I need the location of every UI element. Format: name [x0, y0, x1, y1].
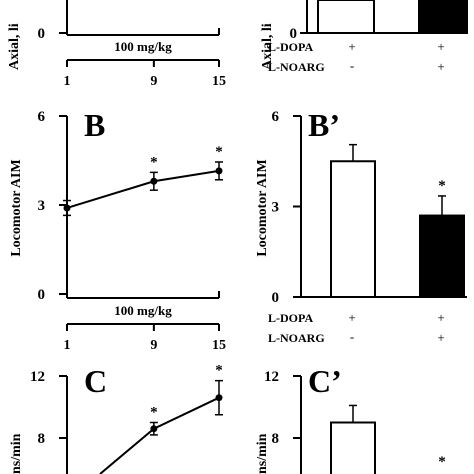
panel-b-y-tick-label-6: 6: [38, 109, 46, 125]
panel-b-dose-label: 100 mg/kg: [114, 303, 172, 318]
panel-a-prime-bar-ldopa-noarg: [418, 0, 468, 34]
panel-b-prime-row-noarg-val-2: +: [437, 330, 444, 345]
panel-b-prime-ylabel: Locomotor AIM: [255, 159, 270, 256]
panel-b-prime-row-ldopa-label: L-DOPA: [268, 311, 313, 325]
panel-b-prime-y-tick-label-3: 3: [272, 200, 280, 216]
panel-b-line: [66, 169, 220, 209]
panel-a-prime-row-noarg-val-2: +: [437, 59, 444, 74]
panel-c-prime-ylabel: ns/min: [255, 433, 270, 474]
panel-b: B Locomotor AIM 0 3 6 * * 100 mg/kg 1 9 15: [9, 107, 226, 353]
panel-a-prime-row-ldopa-val-1: +: [348, 39, 355, 54]
panel-b-prime-bar-1: [419, 214, 465, 298]
panel-a-x-tick-label-9: 9: [150, 74, 157, 89]
panel-b-ylabel: Locomotor AIM: [9, 159, 24, 256]
panel-b-point-9: [150, 177, 158, 185]
panel-a-prime-row-noarg-label: L-NOARG: [268, 60, 325, 74]
panel-b-y-tick-label-0: 0: [38, 287, 46, 303]
panel-c-letter: C: [84, 363, 107, 399]
panel-a-prime: Axial, li 0 L-DOPA + + L-NOARG - +: [260, 0, 468, 74]
panel-a-y-tick-label-0: 0: [38, 26, 46, 42]
panel-c-significance-15: *: [215, 363, 223, 379]
panel-b-prime-row-noarg-label: L-NOARG: [268, 331, 325, 345]
panel-c-y-tick-label-12: 12: [30, 369, 45, 385]
panel-b-prime-row-noarg-val-1: -: [350, 329, 354, 344]
panel-b-x-tick-label-9: 9: [150, 338, 157, 353]
panel-b-prime-y-tick-label-6: 6: [272, 109, 280, 125]
panel-b-prime-significance-1: *: [438, 178, 446, 194]
panel-b-x-tick-label-1: 1: [64, 338, 71, 353]
panel-c-prime: C’ ns/min 8 12 *: [255, 363, 446, 474]
panel-c-prime-bar-0: [330, 421, 376, 474]
panel-a-prime-row-ldopa-val-2: +: [437, 39, 444, 54]
panel-b-prime-y-tick-label-0: 0: [272, 290, 280, 306]
panel-a-prime-y-tick-label-0: 0: [290, 26, 298, 42]
panel-c-line: [99, 396, 220, 474]
panel-c-prime-y-tick-label-8: 8: [272, 431, 280, 447]
panel-b-prime: B’ Locomotor AIM 0 3 6 * L-DOPA + + L-NOAR…: [255, 107, 467, 345]
panel-b-point-1: [63, 204, 71, 212]
panel-b-significance-15: *: [215, 144, 223, 160]
panel-a-x-tick-label-1: 1: [64, 74, 71, 89]
panel-b-point-15: [215, 167, 223, 175]
panel-b-letter: B: [84, 107, 105, 143]
panel-c-significance-9: *: [150, 405, 158, 421]
panel-c-prime-y-tick-label-12: 12: [264, 369, 279, 385]
panel-b-y-tick-label-3: 3: [38, 198, 46, 214]
panel-c-prime-significance-1: *: [438, 454, 446, 470]
panel-a-prime-ylabel: Axial, li: [260, 23, 275, 70]
panel-b-significance-9: *: [150, 154, 158, 170]
panel-c-y-tick-label-8: 8: [38, 431, 46, 447]
panel-a-x-tick-label-15: 15: [212, 74, 226, 89]
panel-b-prime-row-ldopa-val-1: +: [348, 310, 355, 325]
panel-c-point-15: [215, 394, 223, 402]
panel-a-prime-row-ldopa-label: L-DOPA: [268, 40, 313, 54]
panel-b-prime-row-ldopa-val-2: +: [437, 310, 444, 325]
panel-a-prime-bar-ldopa: [317, 0, 375, 34]
panel-b-prime-letter: B’: [308, 107, 340, 143]
panel-c: C ns/min 8 12 * *: [9, 363, 223, 474]
panel-a-ylabel: Axial, li: [7, 23, 22, 70]
panel-c-point-9: [150, 425, 158, 433]
panel-b-x-tick-label-15: 15: [212, 338, 226, 353]
panel-a-prime-row-noarg-val-1: -: [350, 58, 354, 73]
panel-c-ylabel: ns/min: [9, 433, 24, 474]
panel-a-dose-label: 100 mg/kg: [114, 39, 172, 54]
panel-b-prime-bar-0: [330, 160, 376, 298]
panel-a: Axial, li 0 100 mg/kg 1 9 15: [7, 0, 226, 89]
panel-c-prime-letter: C’: [308, 363, 342, 399]
